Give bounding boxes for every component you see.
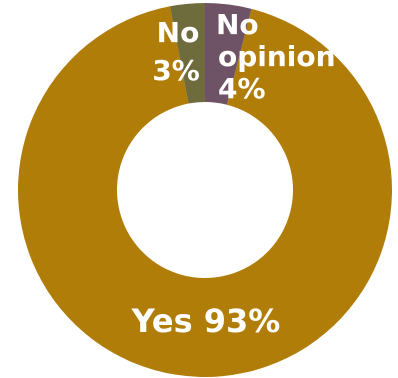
slices-group [18,3,392,377]
slice-label-noop-line2: opinion [218,40,336,73]
slice-no [169,3,205,104]
slice-no-opinion [205,3,252,105]
slice-label-no-line2: 3% [152,54,200,87]
slice-yes [18,6,392,377]
slice-label-noop-line3: 4% [218,72,266,105]
slice-label-noop-line1: No [216,8,259,41]
slice-label-no-line1: No [157,16,200,49]
slice-label-yes: Yes 93% [131,302,281,340]
